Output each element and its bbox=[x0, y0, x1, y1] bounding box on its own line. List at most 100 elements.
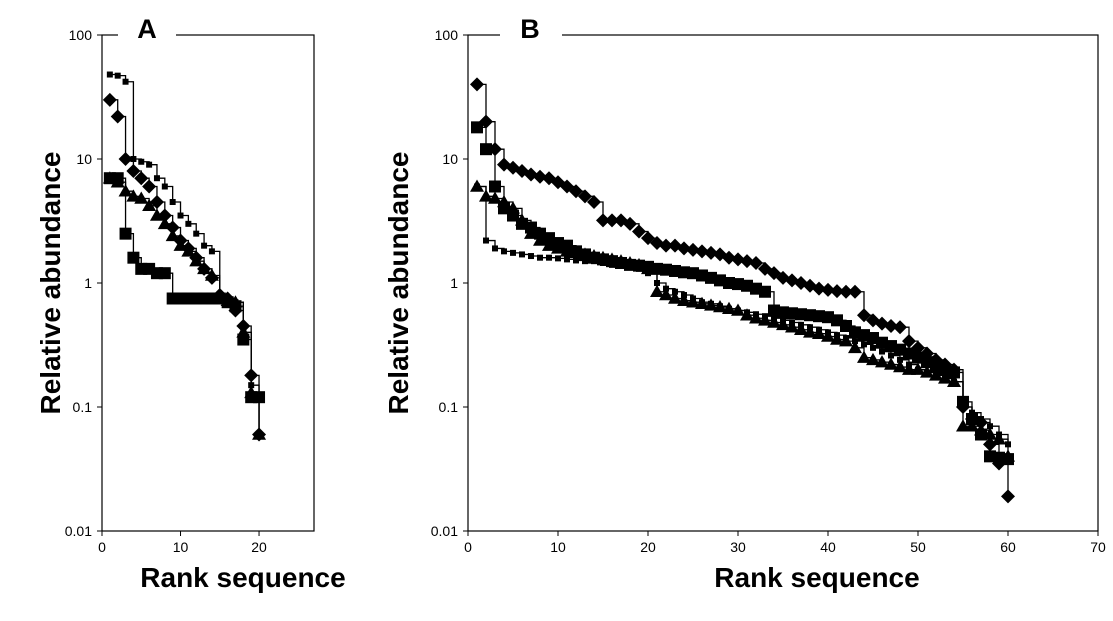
data-point bbox=[677, 293, 691, 306]
panel-a-series bbox=[102, 71, 267, 442]
data-point bbox=[177, 212, 184, 219]
data-point bbox=[789, 319, 795, 326]
data-point bbox=[843, 335, 849, 342]
data-point bbox=[569, 184, 583, 199]
data-point bbox=[744, 309, 750, 316]
data-point bbox=[866, 352, 880, 366]
data-point bbox=[812, 281, 826, 296]
data-point bbox=[695, 244, 709, 259]
data-point bbox=[1005, 441, 1011, 448]
data-point bbox=[749, 255, 763, 270]
data-point bbox=[114, 72, 121, 79]
data-point bbox=[480, 143, 492, 156]
y-tick-label: 100 bbox=[435, 27, 459, 43]
data-point bbox=[960, 404, 966, 410]
data-point bbox=[618, 262, 624, 269]
data-point bbox=[951, 378, 957, 385]
panel-b-series bbox=[470, 77, 1015, 504]
data-point bbox=[758, 313, 772, 326]
panel-a: A Relative abundance Rank sequence 0.010… bbox=[35, 14, 346, 593]
y-tick-label: 0.1 bbox=[439, 399, 459, 415]
y-tick-label: 10 bbox=[76, 151, 92, 167]
data-point bbox=[161, 183, 168, 190]
data-point bbox=[677, 241, 691, 256]
data-point bbox=[978, 416, 984, 423]
data-point bbox=[110, 109, 125, 124]
x-tick-label: 70 bbox=[1090, 539, 1106, 555]
data-point bbox=[749, 311, 763, 324]
data-point bbox=[122, 78, 129, 85]
data-point bbox=[111, 172, 124, 185]
y-tick-label: 10 bbox=[442, 151, 458, 167]
data-point bbox=[118, 152, 133, 166]
data-point bbox=[654, 280, 660, 286]
data-point bbox=[489, 180, 501, 193]
data-point bbox=[713, 247, 727, 262]
data-point bbox=[948, 366, 960, 379]
data-point bbox=[870, 344, 876, 351]
data-point bbox=[759, 285, 771, 298]
data-point bbox=[830, 332, 844, 345]
data-point bbox=[848, 284, 862, 299]
data-point bbox=[201, 242, 208, 249]
data-point bbox=[173, 238, 188, 251]
data-point bbox=[627, 263, 633, 270]
data-point bbox=[542, 238, 556, 251]
data-point bbox=[208, 248, 215, 255]
data-point bbox=[798, 321, 804, 328]
data-point bbox=[632, 224, 646, 239]
data-point bbox=[138, 158, 145, 165]
data-point bbox=[897, 356, 903, 363]
data-point bbox=[645, 270, 651, 277]
data-point bbox=[185, 220, 192, 227]
data-point bbox=[146, 161, 153, 168]
data-point bbox=[641, 261, 655, 275]
series-line bbox=[109, 177, 260, 398]
data-point bbox=[672, 288, 678, 295]
data-point bbox=[983, 427, 997, 440]
x-tick-label: 40 bbox=[820, 539, 836, 555]
data-point bbox=[974, 423, 988, 436]
panel-a-title: A bbox=[137, 14, 157, 44]
data-point bbox=[551, 241, 565, 254]
data-point bbox=[794, 322, 808, 335]
data-point bbox=[893, 320, 907, 335]
data-point bbox=[956, 419, 970, 432]
data-point bbox=[708, 300, 714, 307]
data-point bbox=[884, 319, 898, 334]
data-point bbox=[573, 257, 579, 264]
data-point bbox=[533, 233, 547, 246]
data-point bbox=[686, 242, 700, 257]
data-point bbox=[126, 189, 141, 202]
data-point bbox=[546, 254, 552, 261]
data-point bbox=[591, 258, 597, 265]
data-point bbox=[596, 213, 610, 228]
data-point bbox=[857, 350, 871, 363]
series-diamond bbox=[102, 92, 267, 442]
panel-b-x-ticks: 0 10 20 30 40 50 60 70 bbox=[464, 531, 1106, 555]
x-tick-label: 20 bbox=[251, 539, 267, 555]
data-point bbox=[906, 361, 912, 368]
data-point bbox=[165, 228, 180, 242]
data-point bbox=[681, 292, 687, 299]
x-tick-label: 0 bbox=[464, 539, 472, 555]
x-tick-label: 50 bbox=[910, 539, 926, 555]
data-point bbox=[726, 305, 732, 312]
data-point bbox=[474, 183, 480, 190]
data-point bbox=[479, 114, 493, 129]
panel-b-x-axis-title: Rank sequence bbox=[714, 562, 919, 593]
data-point bbox=[569, 245, 583, 259]
data-point bbox=[533, 169, 547, 184]
data-point bbox=[578, 247, 592, 260]
panel-a-x-ticks: 0 10 20 bbox=[98, 531, 267, 555]
data-point bbox=[704, 245, 718, 260]
series-line bbox=[109, 99, 260, 435]
data-point bbox=[229, 300, 242, 313]
data-point bbox=[204, 268, 219, 281]
x-tick-label: 10 bbox=[550, 539, 566, 555]
data-point bbox=[933, 372, 939, 379]
data-point bbox=[992, 432, 1006, 445]
data-point bbox=[821, 282, 835, 297]
data-point bbox=[153, 175, 160, 182]
